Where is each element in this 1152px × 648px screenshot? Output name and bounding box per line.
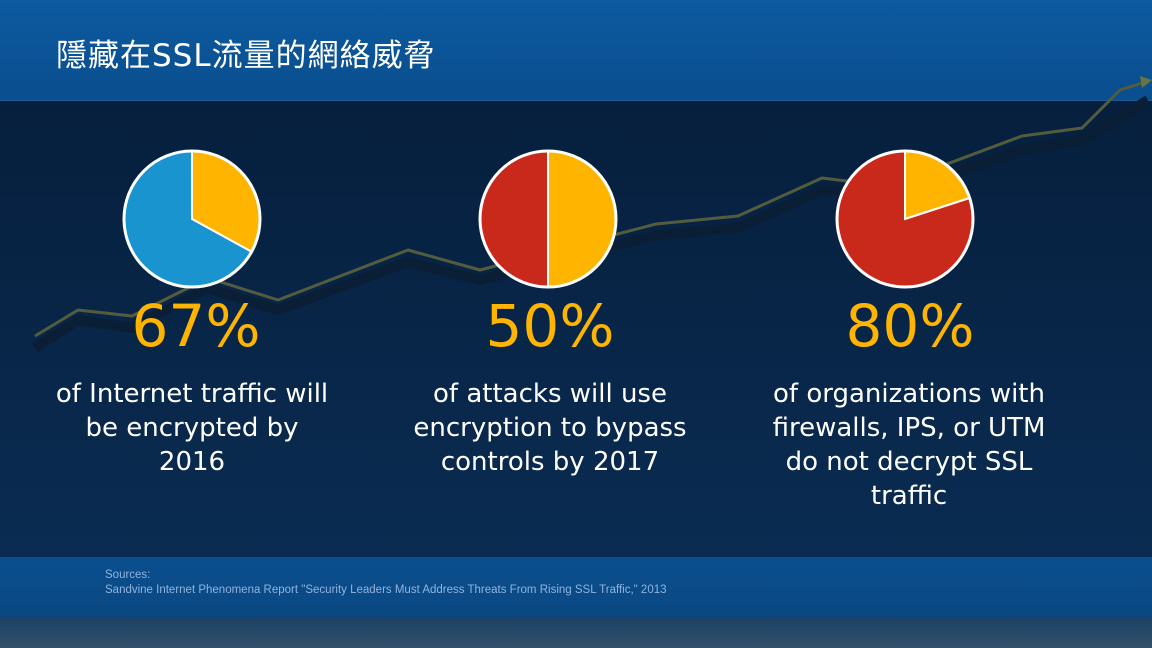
stat-attacks: 50% xyxy=(485,292,615,360)
trend-line xyxy=(34,80,1147,338)
bottom-strip xyxy=(0,618,1152,648)
stat-organizations: 80% xyxy=(845,292,975,360)
pie-chart-attacks xyxy=(478,149,618,289)
pie-slice-accent xyxy=(547,149,617,289)
trend-arrow-head xyxy=(1140,76,1152,88)
title-band xyxy=(0,0,1152,100)
pie-outline xyxy=(835,149,975,289)
desc-organizations: of organizations with firewalls, IPS, or… xyxy=(772,379,1046,511)
stat-internet-traffic: 67% xyxy=(131,292,261,360)
sources-text: Sandvine Internet Phenomena Report "Secu… xyxy=(105,584,667,596)
pie-outline xyxy=(478,149,618,289)
desc-internet-traffic: of Internet traffic will be encrypted by… xyxy=(55,379,329,477)
pie-chart-internet-traffic xyxy=(122,149,262,289)
sources-note: Sources: Sandvine Internet Phenomena Rep… xyxy=(105,568,667,598)
sources-heading: Sources: xyxy=(105,569,151,581)
desc-attacks: of attacks will use encryption to bypass… xyxy=(413,379,687,477)
slide-title: 隱藏在SSL流量的網絡威脅 xyxy=(56,38,436,74)
pie-outline xyxy=(122,149,262,289)
pie-chart-organizations xyxy=(835,149,975,289)
